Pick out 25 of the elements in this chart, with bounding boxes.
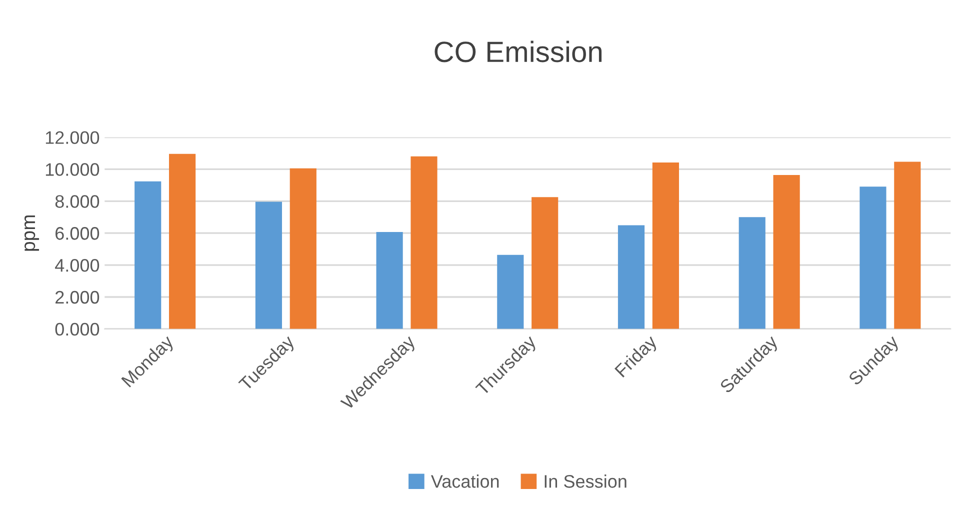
bar bbox=[255, 202, 282, 329]
y-tick-label: 8.000 bbox=[55, 195, 100, 208]
bar bbox=[497, 254, 524, 329]
legend-label: Vacation bbox=[430, 474, 499, 488]
bar bbox=[860, 186, 886, 329]
y-tick-label: 6.000 bbox=[56, 227, 100, 240]
bar bbox=[738, 217, 766, 329]
y-axis-title: ppm bbox=[24, 215, 40, 251]
chart-title: CO Emission bbox=[434, 40, 602, 62]
bar bbox=[894, 162, 921, 329]
bar bbox=[376, 232, 403, 329]
legend-label: In Session bbox=[544, 474, 626, 488]
bar bbox=[290, 168, 316, 329]
bar bbox=[652, 162, 679, 329]
bar bbox=[410, 156, 438, 329]
bar bbox=[532, 197, 558, 329]
bar bbox=[134, 181, 162, 329]
bar bbox=[169, 154, 196, 329]
y-tick-label: 4.000 bbox=[55, 258, 100, 272]
y-tick-label: 0.000 bbox=[55, 322, 100, 336]
bar bbox=[618, 225, 645, 329]
y-tick-label: 12.000 bbox=[46, 131, 100, 144]
bar bbox=[773, 174, 800, 329]
y-tick-label: 2.000 bbox=[56, 290, 100, 304]
y-tick-label: 10.000 bbox=[46, 163, 100, 176]
